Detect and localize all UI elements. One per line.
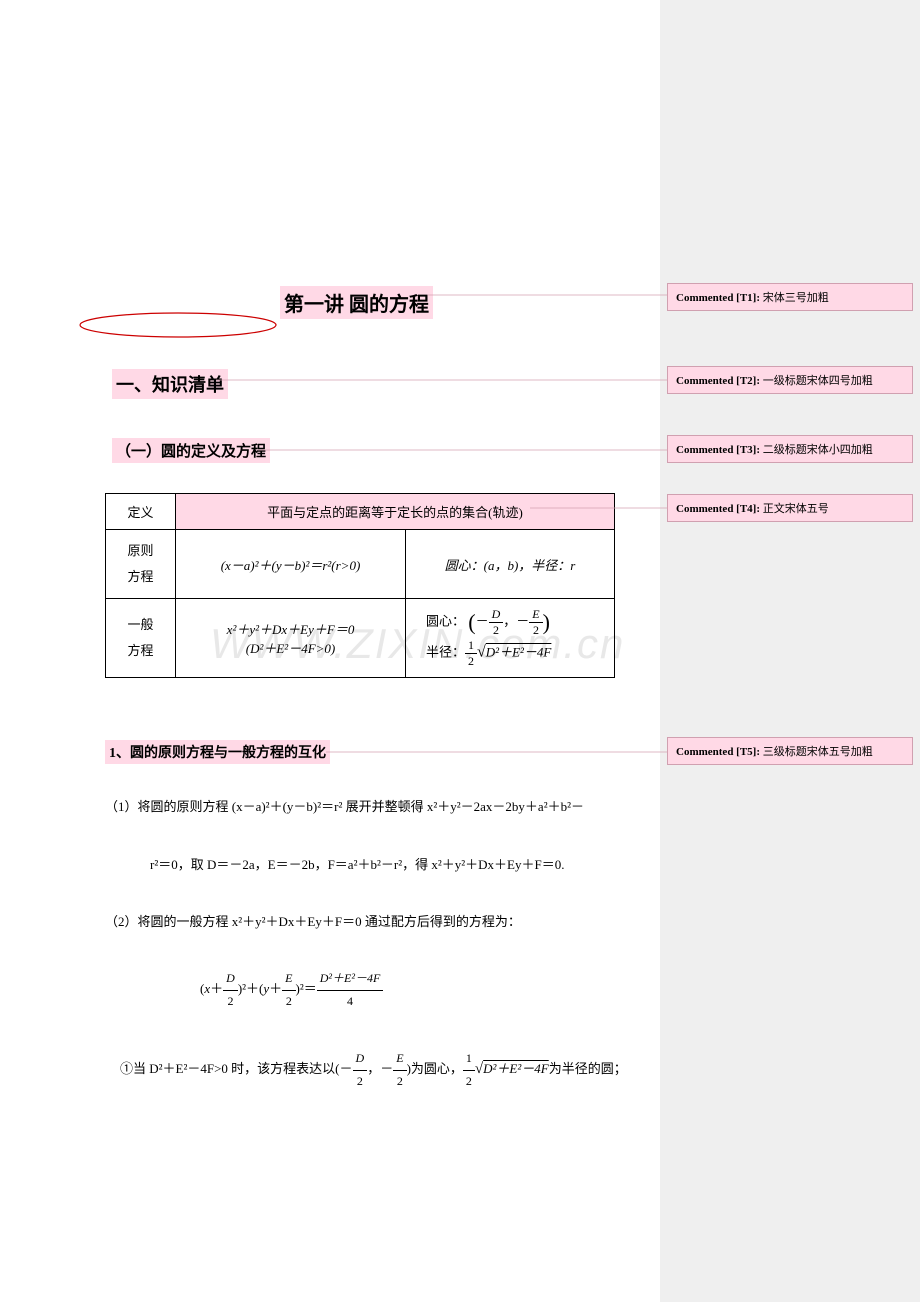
comment-t4: Commented [T4]: 正文宋体五号 [667, 494, 913, 522]
comment-t5: Commented [T5]: 三级标题宋体五号加粗 [667, 737, 913, 765]
body-para-1a: （1）将圆的原则方程 (x－a)²＋(y－b)²＝r² 展开并整顿得 x²＋y²… [105, 795, 615, 818]
body-para-3: ①当 D²＋E²－4F>0 时，该方程表达以(－D2，－E2)为圆心，12√D²… [120, 1048, 630, 1092]
comment-t3: Commented [T3]: 二级标题宋体小四加粗 [667, 435, 913, 463]
table-cell-std-center: 圆心：(a，b)，半径：r [406, 530, 615, 599]
heading-level-2: （一）圆的定义及方程 [112, 438, 270, 463]
body-para-2: （2）将圆的一般方程 x²＋y²＋Dx＋Ey＋F＝0 通过配方后得到的方程为： [105, 910, 615, 933]
comment-sidebar: Commented [T1]: 宋体三号加粗 Commented [T2]: 一… [660, 0, 920, 1302]
table-cell-def-value: 平面与定点的距离等于定长的点的集合(轨迹) [176, 494, 615, 530]
table-cell-gen-center: 圆心： (－D2，－E2) 半径：12√D²＋E²－4F [406, 599, 615, 678]
comment-t1: Commented [T1]: 宋体三号加粗 [667, 283, 913, 311]
main-title: 第一讲 圆的方程 [280, 286, 433, 319]
red-ellipse-annotation [78, 311, 278, 339]
table-cell-def-label: 定义 [106, 494, 176, 530]
table-cell-std-eq: (x－a)²＋(y－b)²＝r²(r>0) [176, 530, 406, 599]
formula-display: (x＋D2)²＋(y＋E2)²＝D²＋E²－4F4 [200, 968, 383, 1012]
table-cell-gen-label: 一般 方程 [106, 599, 176, 678]
comment-t2: Commented [T2]: 一级标题宋体四号加粗 [667, 366, 913, 394]
definition-table: 定义 平面与定点的距离等于定长的点的集合(轨迹) 原则 方程 (x－a)²＋(y… [105, 493, 615, 678]
page-area: 第一讲 圆的方程 一、知识清单 （一）圆的定义及方程 WWW.ZIXIN.com… [0, 0, 660, 1302]
body-para-1b: r²＝0，取 D＝－2a，E＝－2b，F＝a²＋b²－r²，得 x²＋y²＋Dx… [150, 853, 615, 876]
table-cell-std-label: 原则 方程 [106, 530, 176, 599]
heading-level-3: 1、圆的原则方程与一般方程的互化 [105, 740, 330, 764]
heading-level-1: 一、知识清单 [112, 369, 228, 399]
table-cell-gen-eq: x²＋y²＋Dx＋Ey＋F＝0 (D²＋E²－4F>0) [176, 599, 406, 678]
